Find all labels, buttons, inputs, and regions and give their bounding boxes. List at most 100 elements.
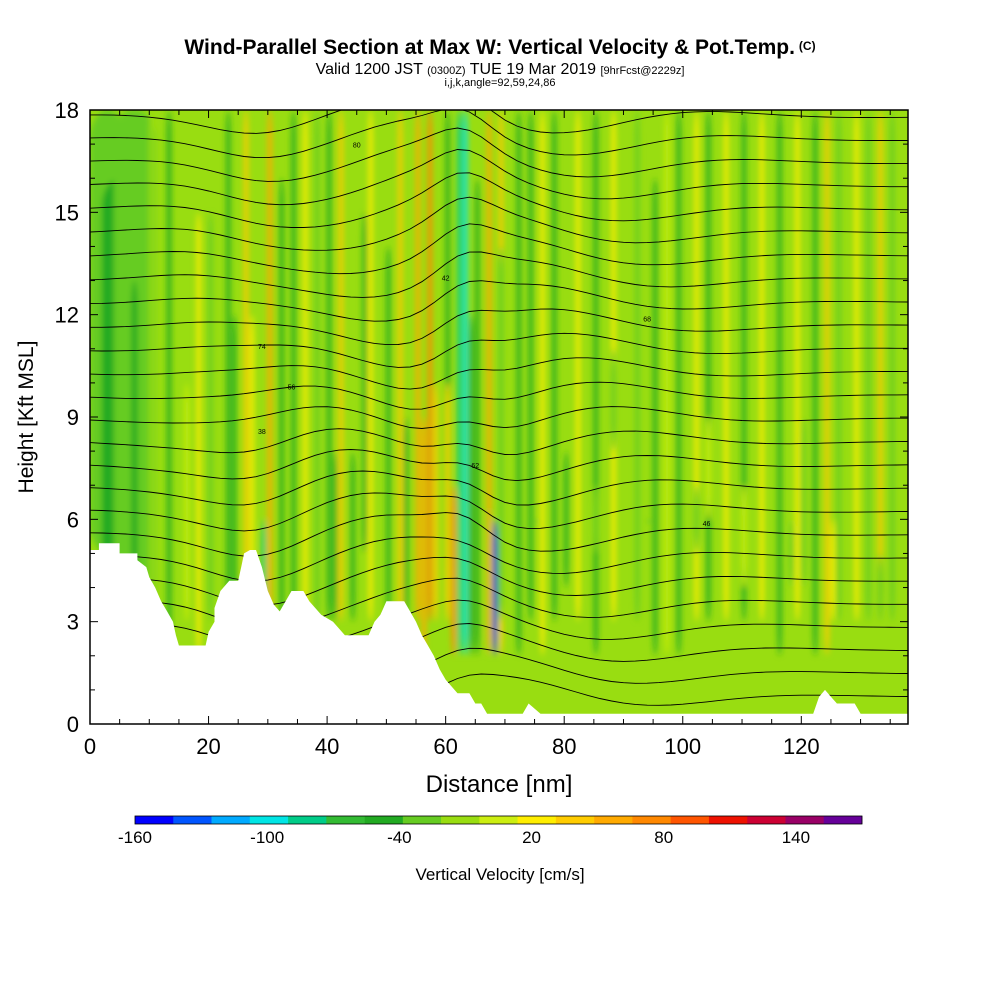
velocity-cell-65 xyxy=(825,110,830,656)
isentrope-13 xyxy=(90,381,908,410)
velocity-cell-37 xyxy=(463,110,468,656)
colorbar-tick-labels: -160 -100 -40 20 80 140 xyxy=(118,828,810,847)
velocity-cell-75 xyxy=(742,485,747,588)
velocity-cell-35 xyxy=(451,485,456,656)
colorbar-tick-label: 140 xyxy=(782,828,810,847)
velocity-cell-67 xyxy=(854,110,859,622)
velocity-cell-55 xyxy=(664,110,669,656)
velocity-cell-20 xyxy=(327,110,332,622)
velocity-cell-36 xyxy=(457,110,462,656)
colorbar-tick-label: -40 xyxy=(387,828,412,847)
velocity-cell-62 xyxy=(777,110,782,656)
x-tick-label: 60 xyxy=(433,734,457,759)
isentrope-23 xyxy=(90,127,908,182)
colorbar-swatch-9 xyxy=(479,816,518,824)
isentrope-label-1: 42 xyxy=(442,276,450,283)
isentrope-19 xyxy=(90,223,908,275)
colorbar-tick-label: 20 xyxy=(522,828,541,847)
x-tick-label: 120 xyxy=(783,734,820,759)
colorbar-swatch-5 xyxy=(326,816,365,824)
velocity-cell-3 xyxy=(131,280,138,622)
x-tick-label: 100 xyxy=(664,734,701,759)
colorbar-swatch-12 xyxy=(594,816,633,824)
grid-indices-line: i,j,k,angle=92,59,24,86 xyxy=(444,77,556,89)
x-axis: 0 20 40 60 80 100 120 xyxy=(84,734,820,759)
velocity-cell-61 xyxy=(759,110,764,622)
velocity-cell-51 xyxy=(593,110,598,656)
x-axis-label: Distance [nm] xyxy=(426,771,573,798)
colorbar-swatch-16 xyxy=(747,816,786,824)
velocity-cell-64 xyxy=(813,110,818,656)
velocity-cell-16 xyxy=(279,178,284,622)
y-tick-label: 3 xyxy=(67,610,79,635)
colorbar-swatch-15 xyxy=(708,816,748,824)
velocity-cell-19 xyxy=(315,110,320,622)
y-tick-label: 12 xyxy=(55,303,79,328)
y-tick-label: 6 xyxy=(67,507,79,532)
colorbar-swatch-14 xyxy=(670,816,710,824)
valid-zulu: (0300Z) xyxy=(427,65,466,77)
colorbar-tick-label: -100 xyxy=(250,828,284,847)
isentrope-9 xyxy=(90,470,908,506)
velocity-cell-32 xyxy=(433,382,438,622)
velocity-cell-27 xyxy=(398,110,403,622)
y-tick-label: 0 xyxy=(67,712,79,737)
velocity-cell-59 xyxy=(724,110,729,622)
colorbar-swatch-3 xyxy=(249,816,289,824)
velocity-cell-45 xyxy=(516,110,521,656)
isentrope-24 xyxy=(90,110,908,159)
isentrope-12 xyxy=(90,406,908,429)
velocity-cell-26 xyxy=(386,246,391,622)
colorbar-swatch-6 xyxy=(364,816,404,824)
velocity-cell-6 xyxy=(167,110,172,622)
isentrope-21 xyxy=(90,172,908,228)
valid-date: TUE 19 Mar 2019 xyxy=(469,61,597,78)
velocity-cell-54 xyxy=(653,178,658,656)
velocity-cell-24 xyxy=(362,212,367,554)
velocity-cell-44 xyxy=(499,246,503,622)
velocity-cell-12 xyxy=(244,110,249,622)
velocity-cell-78 xyxy=(878,553,883,622)
velocity-cell-42 xyxy=(493,519,498,656)
title-units-mark: (C) xyxy=(798,39,816,53)
isentrope-label-3: 56 xyxy=(288,385,296,392)
velocity-cell-9 xyxy=(208,212,213,622)
colorbar-tick-label: 80 xyxy=(654,828,673,847)
y-tick-label: 9 xyxy=(67,405,79,430)
velocity-cell-71 xyxy=(534,519,539,524)
velocity-cell-39 xyxy=(475,178,480,656)
isentrope-15 xyxy=(90,332,908,368)
colorbar-swatch-7 xyxy=(402,816,442,824)
colorbar-frame xyxy=(134,815,863,825)
velocity-cell-68 xyxy=(866,110,871,622)
velocity-cell-79 xyxy=(611,348,616,452)
field-features xyxy=(90,110,895,656)
isentrope-label-7: 80 xyxy=(353,143,361,150)
velocity-cell-66 xyxy=(836,110,841,622)
isentrope-20 xyxy=(90,196,908,251)
colorbar-tick-label: -160 xyxy=(118,828,152,847)
velocity-cell-23 xyxy=(350,451,355,622)
velocity-cell-48 xyxy=(552,110,557,622)
isentrope-16 xyxy=(90,308,908,346)
velocity-cell-73 xyxy=(647,519,652,524)
velocity-cell-76 xyxy=(789,519,794,588)
colorbar-swatch-18 xyxy=(823,816,863,824)
valid-prefix: Valid 1200 JST xyxy=(315,61,423,78)
velocity-cell-10 xyxy=(226,110,231,656)
isentrope-14 xyxy=(90,357,908,390)
velocity-cell-50 xyxy=(576,110,581,622)
axis-ticks xyxy=(90,110,908,724)
colorbar-swatch-10 xyxy=(517,816,557,824)
velocity-cell-47 xyxy=(540,110,545,656)
colorbar-swatch-4 xyxy=(288,816,327,824)
velocity-cell-15 xyxy=(267,110,272,622)
colorbar-swatch-0 xyxy=(135,816,174,824)
isentrope-label-4: 62 xyxy=(471,463,479,470)
isentrope-7 xyxy=(90,512,908,557)
colorbar-swatch-11 xyxy=(555,816,595,824)
chart-title-text: Wind-Parallel Section at Max W: Vertical… xyxy=(184,36,795,59)
velocity-cell-30 xyxy=(421,417,426,656)
x-tick-label: 0 xyxy=(84,734,96,759)
